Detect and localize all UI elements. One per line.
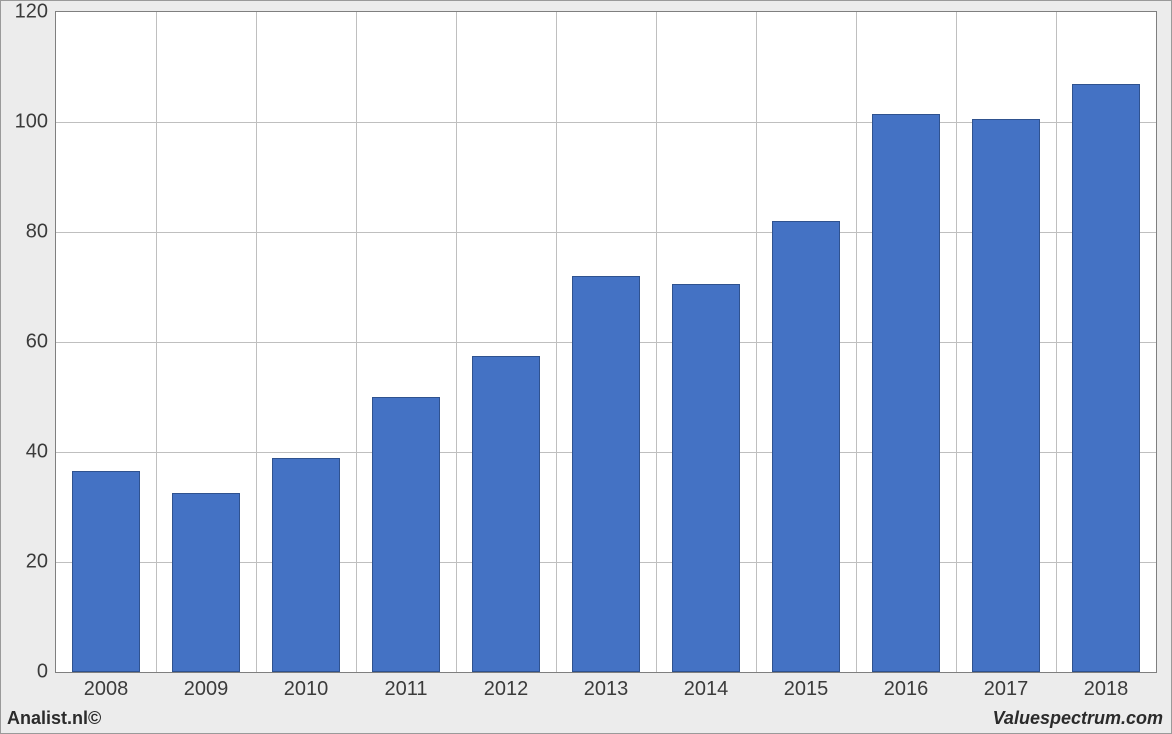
bar — [872, 114, 940, 672]
x-axis-tick: 2018 — [1084, 672, 1129, 701]
y-axis-tick: 100 — [15, 111, 56, 134]
chart-frame: 0 20 40 60 80 100 120 2008 2009 2010 2011 2012 2013 2… — [0, 0, 1172, 734]
bar — [572, 276, 640, 672]
gridline-v — [956, 12, 957, 672]
y-axis-tick: 60 — [26, 331, 56, 354]
x-axis-tick: 2009 — [184, 672, 229, 701]
bar — [672, 284, 740, 672]
gridline-v — [356, 12, 357, 672]
gridline-v — [756, 12, 757, 672]
x-axis-tick: 2010 — [284, 672, 329, 701]
x-axis-tick: 2012 — [484, 672, 529, 701]
footer-left-credit: Analist.nl© — [7, 708, 101, 729]
gridline-v — [456, 12, 457, 672]
x-axis-tick: 2017 — [984, 672, 1029, 701]
bar — [372, 397, 440, 672]
x-axis-tick: 2016 — [884, 672, 929, 701]
gridline-v — [156, 12, 157, 672]
y-axis-tick: 20 — [26, 551, 56, 574]
y-axis-tick: 40 — [26, 441, 56, 464]
gridline-v — [256, 12, 257, 672]
bar — [472, 356, 540, 672]
gridline-v — [856, 12, 857, 672]
x-axis-tick: 2014 — [684, 672, 729, 701]
footer-right-credit: Valuespectrum.com — [993, 708, 1163, 729]
plot-wrap: 0204060801001202008200920102011201220132… — [7, 7, 1165, 705]
y-axis-tick: 120 — [15, 1, 56, 24]
bar — [1072, 84, 1140, 673]
gridline-v — [1056, 12, 1057, 672]
bar — [72, 471, 140, 672]
x-axis-tick: 2013 — [584, 672, 629, 701]
bar — [172, 493, 240, 672]
x-axis-tick: 2015 — [784, 672, 829, 701]
y-axis-tick: 80 — [26, 221, 56, 244]
plot-area: 0204060801001202008200920102011201220132… — [55, 11, 1157, 673]
gridline-v — [656, 12, 657, 672]
gridline-v — [556, 12, 557, 672]
x-axis-tick: 2011 — [384, 672, 427, 701]
x-axis-tick: 2008 — [84, 672, 129, 701]
bar — [772, 221, 840, 672]
bar — [272, 458, 340, 673]
y-axis-tick: 0 — [37, 661, 56, 684]
bar — [972, 119, 1040, 672]
